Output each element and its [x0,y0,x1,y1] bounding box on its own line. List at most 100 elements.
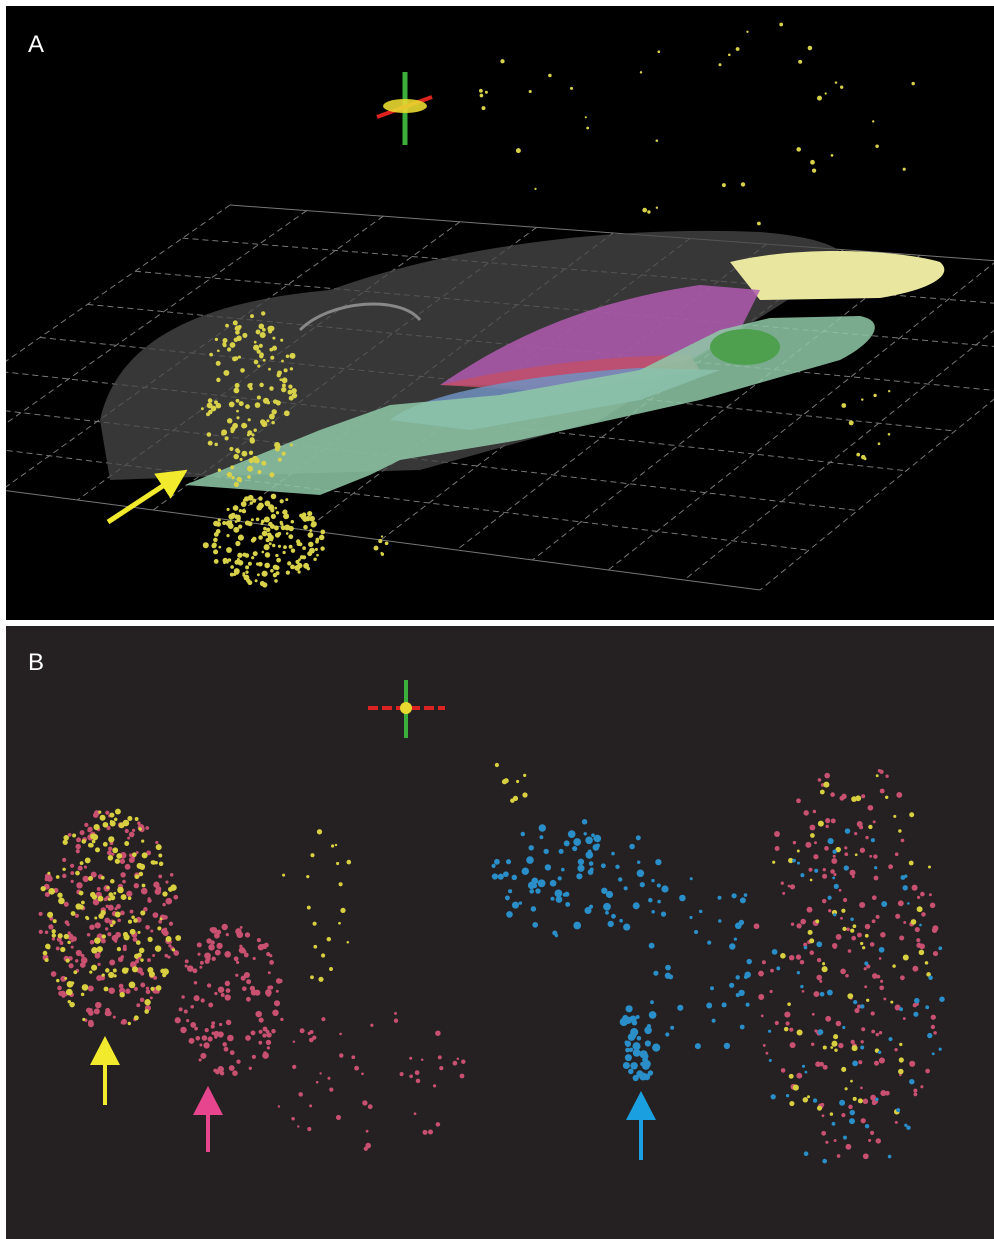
point [222,521,226,525]
point [145,925,150,930]
point [222,338,227,343]
point [851,1040,855,1044]
point [837,1154,841,1158]
point [313,922,317,926]
point [815,919,819,923]
point [252,433,255,436]
point [789,1028,793,1032]
point [933,951,938,956]
point [75,871,80,876]
point [148,897,151,900]
point [257,395,261,399]
point [266,1040,271,1045]
point [108,972,114,978]
point [81,954,85,958]
point [282,377,288,383]
point [245,565,249,569]
point [95,847,100,852]
point [606,891,613,898]
point [823,1045,827,1049]
point [822,966,828,972]
point [45,958,49,962]
point [779,23,783,27]
point [128,896,132,900]
point [120,911,125,916]
point [791,923,794,926]
point [907,902,910,905]
point [800,985,803,988]
point [278,979,282,983]
point [125,864,131,870]
point [234,482,239,487]
point [844,852,848,856]
point [593,837,597,841]
point [814,841,817,844]
point [841,1067,846,1072]
point [47,912,53,918]
point [238,535,244,541]
point [460,1074,465,1079]
point [900,975,905,980]
point [261,421,267,427]
point [208,410,213,415]
point [259,344,263,348]
point [226,1020,231,1025]
point [254,341,257,344]
point [834,884,839,889]
point [548,74,551,77]
point [881,901,887,907]
point [812,168,816,172]
point [263,1051,266,1054]
point [290,443,293,446]
point [95,922,101,928]
point [109,813,114,818]
point [298,1092,303,1097]
point [75,959,78,962]
point [640,882,645,887]
point [206,956,211,961]
point [850,1080,853,1083]
point [631,1033,636,1038]
point [194,995,200,1001]
point [879,957,882,960]
point [874,876,879,881]
point [251,1030,256,1035]
point [555,890,563,898]
point [269,386,273,390]
point [221,433,224,436]
point [66,923,69,926]
point [930,903,936,909]
point [274,579,278,583]
point [318,977,323,982]
point [859,825,863,829]
point [272,1010,279,1017]
point [828,838,834,844]
point [409,1074,413,1078]
point [216,522,221,527]
point [818,821,824,827]
point [81,901,85,905]
point [919,950,925,956]
point [865,1124,869,1128]
point [895,914,900,919]
point [105,927,108,930]
point [253,345,259,351]
point [813,1098,817,1102]
point [308,532,314,538]
point [101,910,106,915]
point [112,920,116,924]
point [618,877,622,881]
point [280,522,283,525]
point [872,973,878,979]
point [75,914,79,918]
point [528,882,535,889]
point [208,1003,213,1008]
point [539,824,546,831]
point [122,880,126,884]
point [866,999,869,1002]
point [649,1011,657,1019]
point [223,370,229,376]
point [145,826,149,830]
point [765,1052,768,1055]
point [661,885,668,892]
